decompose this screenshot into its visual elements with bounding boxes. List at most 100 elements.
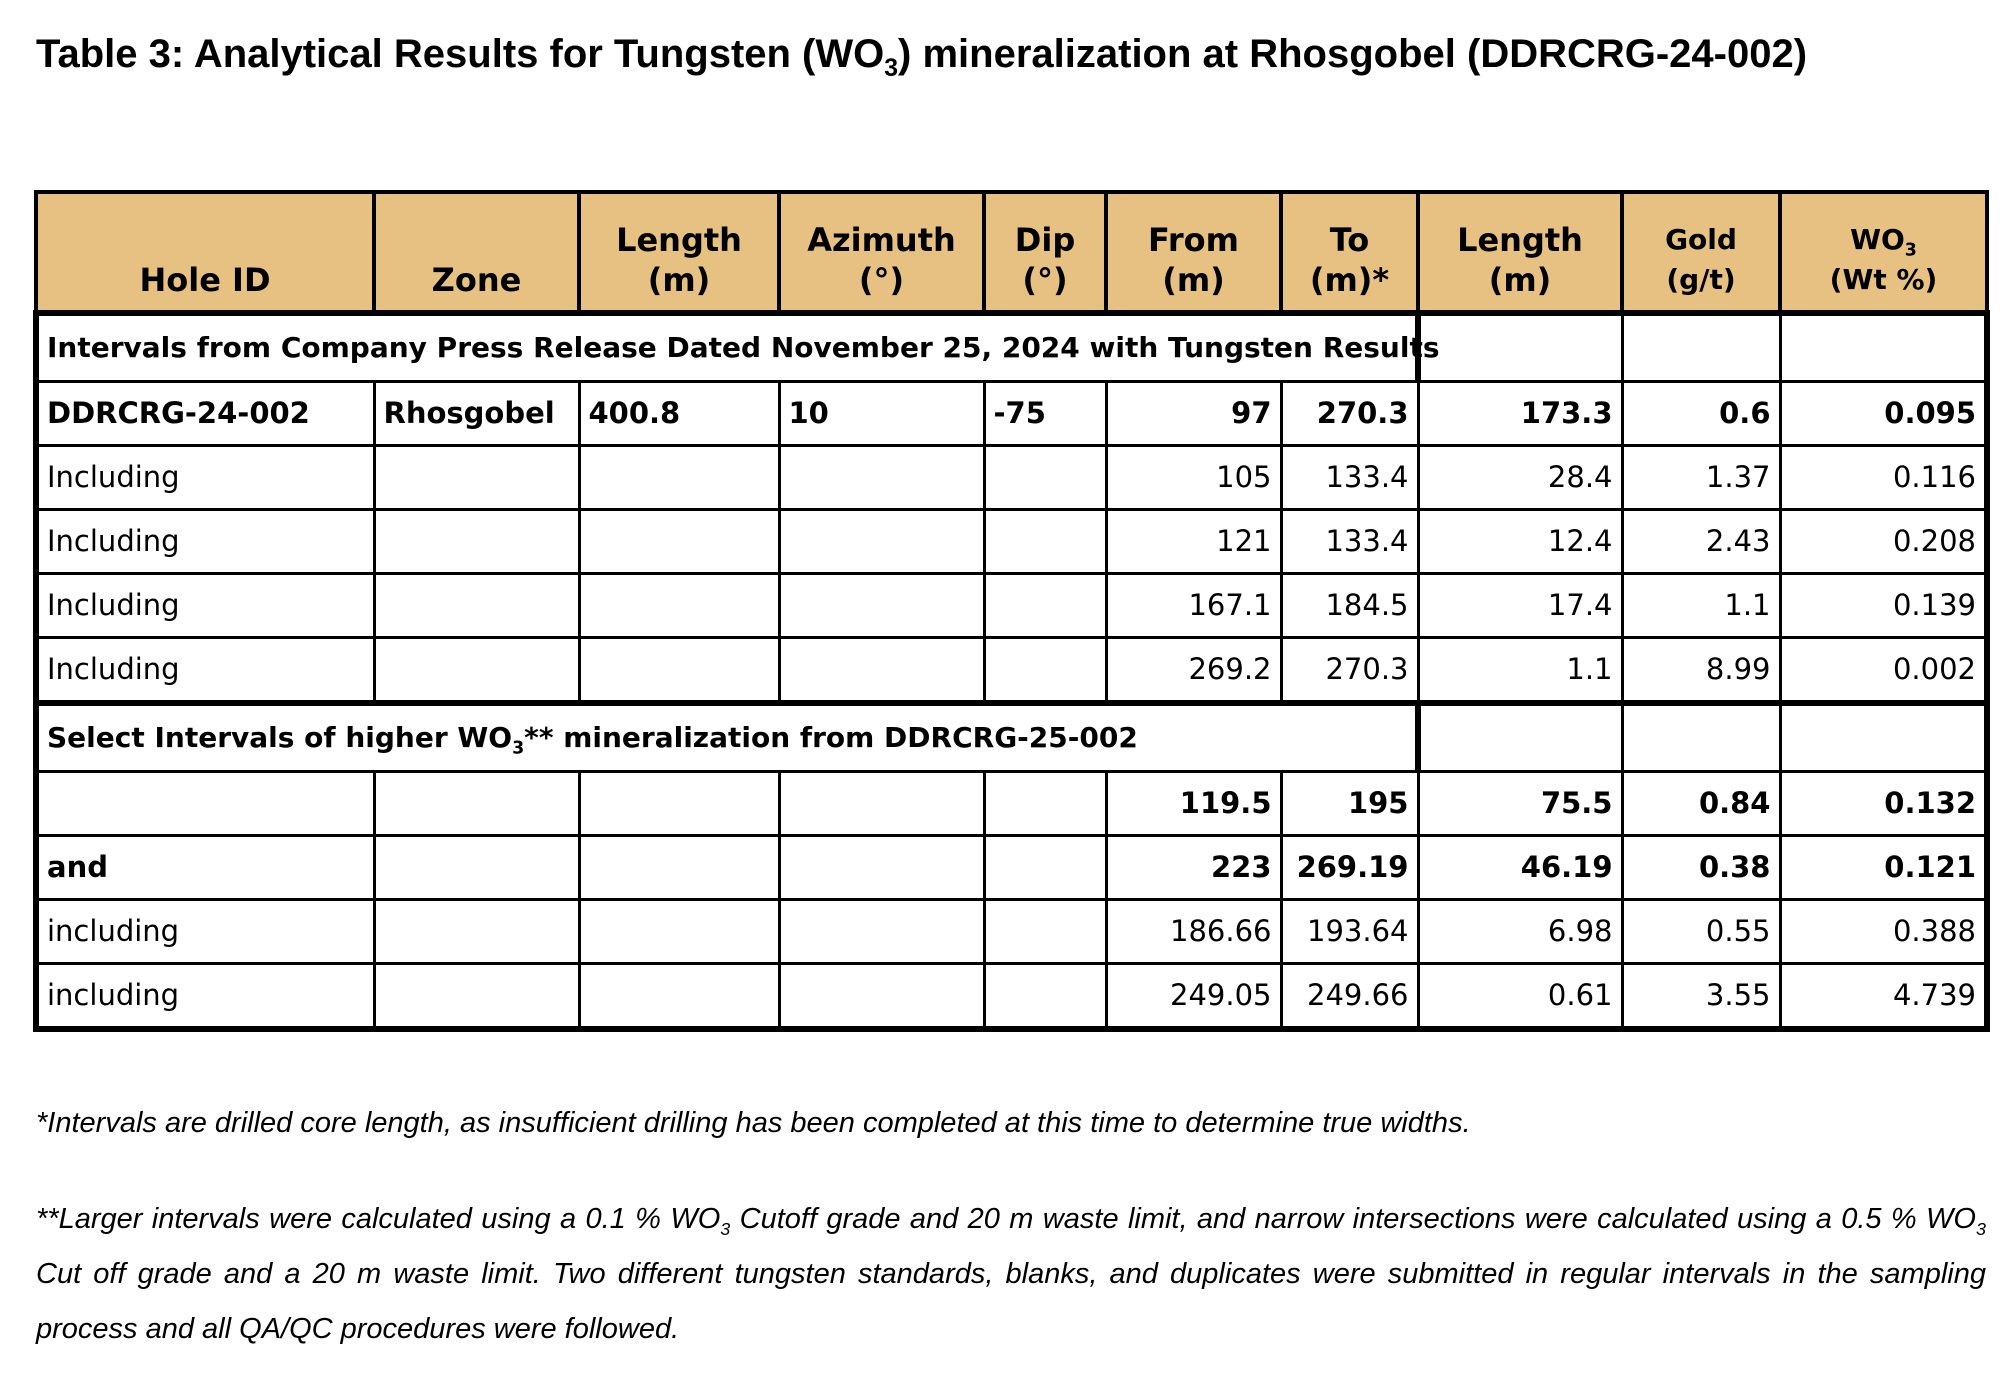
cell-wo3: 0.208 xyxy=(1778,508,1990,575)
cell-wo3: 0.388 xyxy=(1778,898,1990,965)
cell-gold: 3.55 xyxy=(1620,962,1782,1032)
cell-from: 167.1 xyxy=(1104,572,1283,639)
cell-gold: 0.84 xyxy=(1620,770,1782,837)
header-dip: Dip (°) xyxy=(982,190,1108,315)
cell-dip xyxy=(982,572,1108,639)
cell-int-length: 28.4 xyxy=(1416,444,1624,511)
cell-length xyxy=(577,572,781,639)
cell-int-length: 173.3 xyxy=(1416,380,1624,447)
cell-azimuth xyxy=(777,572,986,639)
table-row: 119.5 195 75.5 0.84 0.132 xyxy=(33,770,1990,837)
cell-length xyxy=(577,444,781,511)
cell-wo3: 0.095 xyxy=(1778,380,1990,447)
cell-from: 105 xyxy=(1104,444,1283,511)
cell-hole-id: including xyxy=(33,962,376,1032)
cell-to: 195 xyxy=(1279,770,1420,837)
cell-zone xyxy=(372,898,581,965)
cell-to: 270.3 xyxy=(1279,380,1420,447)
cell-length xyxy=(577,508,781,575)
section-label: Select Intervals of higher WO3** mineral… xyxy=(33,700,1421,773)
section-header-row: Intervals from Company Press Release Dat… xyxy=(33,310,1990,383)
cell-int-length: 0.61 xyxy=(1416,962,1624,1032)
cell-from: 97 xyxy=(1104,380,1283,447)
cell-to: 249.66 xyxy=(1279,962,1420,1032)
cell-to: 184.5 xyxy=(1279,572,1420,639)
header-hole-id: Hole ID xyxy=(34,190,376,315)
cell-to: 133.4 xyxy=(1279,508,1420,575)
cell-from: 249.05 xyxy=(1104,962,1283,1032)
cell-from: 269.2 xyxy=(1104,636,1283,705)
cell-hole-id: Including xyxy=(33,508,376,575)
cell-dip xyxy=(982,508,1108,575)
cell-to: 133.4 xyxy=(1279,444,1420,511)
cell-hole-id: DDRCRG-24-002 xyxy=(33,380,376,447)
header-from: From (m) xyxy=(1104,190,1283,315)
footnote-cutoff: **Larger intervals were calculated using… xyxy=(36,1203,1986,1345)
cell-gold: 1.37 xyxy=(1620,444,1782,511)
cell-wo3: 0.132 xyxy=(1778,770,1990,837)
cell-gold: 0.38 xyxy=(1620,834,1782,901)
cell-int-length: 17.4 xyxy=(1416,572,1624,639)
cell-int-length: 75.5 xyxy=(1416,770,1624,837)
cell-dip: -75 xyxy=(982,380,1108,447)
cell-azimuth xyxy=(777,636,986,705)
header-length: Length (m) xyxy=(577,190,781,315)
cell-from: 121 xyxy=(1104,508,1283,575)
section-label: Intervals from Company Press Release Dat… xyxy=(33,310,1440,383)
empty-cell xyxy=(1620,700,1782,773)
cell-gold: 2.43 xyxy=(1620,508,1782,575)
cell-azimuth xyxy=(777,834,986,901)
cell-int-length: 12.4 xyxy=(1416,508,1624,575)
cell-azimuth xyxy=(777,770,986,837)
cell-azimuth xyxy=(777,898,986,965)
footnote-intervals: *Intervals are drilled core length, as i… xyxy=(36,1107,1471,1139)
cell-from: 223 xyxy=(1104,834,1283,901)
header-azimuth: Azimuth (°) xyxy=(777,190,986,315)
cell-int-length: 6.98 xyxy=(1416,898,1624,965)
table-row: and 223 269.19 46.19 0.38 0.121 xyxy=(33,834,1990,901)
cell-hole-id xyxy=(33,770,376,837)
header-zone: Zone xyxy=(372,190,581,315)
empty-cell xyxy=(1416,310,1624,383)
table-row: Including 167.1 184.5 17.4 1.1 0.139 xyxy=(33,572,1990,639)
empty-cell xyxy=(1620,310,1782,383)
cell-to: 270.3 xyxy=(1279,636,1420,705)
header-row: Hole ID Zone Length (m) Azimuth (°) Dip (°)… xyxy=(34,190,1989,315)
cell-wo3: 0.116 xyxy=(1778,444,1990,511)
cell-length xyxy=(577,962,781,1032)
table-row: DDRCRG-24-002 Rhosgobel 400.8 10 -75 97 270.3 1… xyxy=(33,380,1990,447)
header-wo3: WO3 (Wt %) xyxy=(1778,190,1989,315)
header-interval-length: Length (m) xyxy=(1416,190,1624,315)
cell-hole-id: Including xyxy=(33,636,376,705)
cell-length xyxy=(577,770,781,837)
cell-from: 186.66 xyxy=(1104,898,1283,965)
cell-length: 400.8 xyxy=(577,380,781,447)
section-header-row: Select Intervals of higher WO3** mineral… xyxy=(33,700,1990,773)
cell-dip xyxy=(982,898,1108,965)
cell-dip xyxy=(982,962,1108,1032)
cell-zone xyxy=(372,770,581,837)
table-row: Including 121 133.4 12.4 2.43 0.208 xyxy=(33,508,1990,575)
cell-dip xyxy=(982,636,1108,705)
cell-azimuth xyxy=(777,508,986,575)
cell-hole-id: Including xyxy=(33,444,376,511)
cell-wo3: 0.002 xyxy=(1778,636,1990,705)
cell-azimuth xyxy=(777,962,986,1032)
results-table: Hole ID Zone Length (m) Azimuth (°) Dip (°)… xyxy=(33,190,1990,1032)
cell-int-length: 46.19 xyxy=(1416,834,1624,901)
cell-wo3: 0.139 xyxy=(1778,572,1990,639)
table-row: including 249.05 249.66 0.61 3.55 4.739 xyxy=(33,962,1990,1032)
cell-wo3: 0.121 xyxy=(1778,834,1990,901)
cell-to: 193.64 xyxy=(1279,898,1420,965)
cell-wo3: 4.739 xyxy=(1778,962,1990,1032)
header-gold: Gold (g/t) xyxy=(1620,190,1782,315)
cell-hole-id: Including xyxy=(33,572,376,639)
cell-gold: 0.6 xyxy=(1620,380,1782,447)
cell-azimuth xyxy=(777,444,986,511)
cell-dip xyxy=(982,444,1108,511)
cell-hole-id: and xyxy=(33,834,376,901)
empty-cell xyxy=(1778,700,1990,773)
cell-to: 269.19 xyxy=(1279,834,1420,901)
empty-cell xyxy=(1778,310,1990,383)
cell-gold: 8.99 xyxy=(1620,636,1782,705)
